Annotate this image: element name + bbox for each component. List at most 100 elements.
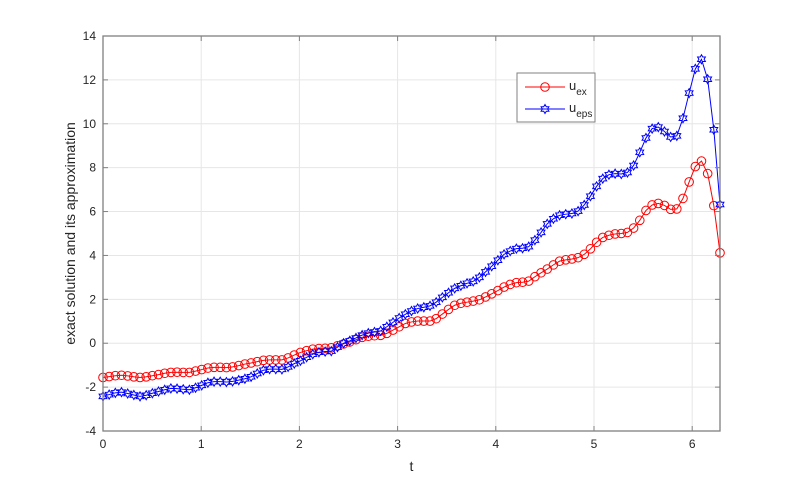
data-point	[579, 199, 590, 211]
data-point	[104, 371, 114, 382]
data-point	[468, 296, 479, 306]
data-point	[542, 218, 553, 230]
data-point	[307, 344, 318, 354]
data-point	[159, 384, 170, 396]
data-point	[221, 376, 232, 388]
data-point	[634, 215, 645, 226]
data-point	[412, 303, 423, 315]
legend-marker-u-eps	[540, 103, 550, 115]
data-point	[480, 266, 491, 278]
data-point	[326, 345, 337, 357]
data-point	[659, 125, 670, 137]
data-point	[233, 360, 244, 371]
legend-label-u-ex: uex	[569, 78, 587, 98]
data-point	[702, 73, 713, 85]
data-point	[505, 279, 516, 290]
data-point	[672, 204, 682, 214]
x-tick-label: 2	[296, 437, 303, 451]
data-point	[474, 271, 485, 283]
data-point	[653, 198, 664, 209]
data-point	[153, 386, 164, 397]
data-point	[240, 359, 250, 369]
data-point	[647, 200, 657, 210]
data-point	[597, 232, 608, 243]
y-tick-label: -2	[85, 380, 96, 394]
data-point	[116, 386, 127, 398]
data-point	[628, 223, 639, 233]
data-point	[363, 331, 374, 342]
data-point	[604, 169, 614, 181]
data-point	[203, 377, 213, 389]
data-point	[215, 362, 226, 373]
data-point	[517, 277, 528, 288]
legend: uex ueps	[516, 72, 596, 123]
data-point	[678, 193, 688, 204]
data-point	[560, 208, 571, 220]
data-point	[567, 254, 577, 264]
data-point	[437, 309, 448, 319]
data-point	[110, 387, 121, 399]
data-point	[456, 298, 466, 309]
data-point	[388, 325, 398, 335]
data-point	[622, 166, 633, 178]
data-point	[190, 366, 201, 376]
data-point	[233, 374, 244, 386]
x-tick-label: 0	[100, 437, 107, 451]
x-tick-label: 3	[394, 437, 401, 451]
data-point	[129, 371, 139, 382]
plot-series	[98, 53, 725, 402]
data-point	[499, 248, 509, 260]
data-point	[419, 301, 429, 313]
data-point	[369, 326, 380, 338]
data-point	[573, 252, 583, 263]
data-point	[221, 362, 232, 373]
data-point	[116, 370, 127, 381]
data-point	[554, 256, 565, 266]
data-point	[684, 177, 694, 187]
x-tick-label: 6	[689, 437, 696, 451]
data-point	[289, 358, 300, 370]
data-point	[610, 229, 620, 239]
data-point	[702, 168, 713, 179]
data-point	[493, 254, 503, 266]
data-point	[258, 355, 269, 366]
data-point	[628, 159, 639, 171]
data-point	[696, 53, 707, 65]
y-tick-label: 4	[89, 248, 96, 262]
legend-label-u-eps: ueps	[569, 100, 592, 120]
data-point	[678, 112, 688, 124]
data-point	[122, 371, 133, 381]
data-point	[511, 277, 522, 288]
data-point	[258, 364, 269, 376]
data-point	[252, 368, 263, 380]
data-point	[579, 249, 590, 260]
data-point	[480, 292, 491, 302]
data-point	[314, 346, 324, 358]
data-point	[425, 300, 435, 312]
data-point	[110, 370, 121, 381]
data-point	[474, 294, 485, 305]
data-point	[585, 244, 596, 254]
data-point	[641, 132, 651, 144]
data-point	[530, 234, 540, 246]
data-point	[709, 124, 719, 136]
data-point	[122, 387, 133, 399]
data-point	[486, 260, 497, 272]
data-point	[536, 226, 546, 238]
data-point	[419, 316, 429, 326]
data-point	[406, 317, 417, 327]
data-point	[227, 375, 238, 387]
data-point	[647, 123, 657, 135]
axes-box	[102, 35, 721, 432]
data-point	[394, 312, 404, 324]
x-tick-label: 1	[198, 437, 205, 451]
data-point	[209, 362, 219, 373]
data-point	[554, 209, 565, 221]
y-tick-label: 12	[83, 73, 97, 87]
data-point	[172, 383, 182, 395]
data-point	[363, 327, 374, 339]
data-point	[295, 355, 306, 367]
data-point	[523, 241, 534, 253]
data-point	[184, 367, 195, 378]
